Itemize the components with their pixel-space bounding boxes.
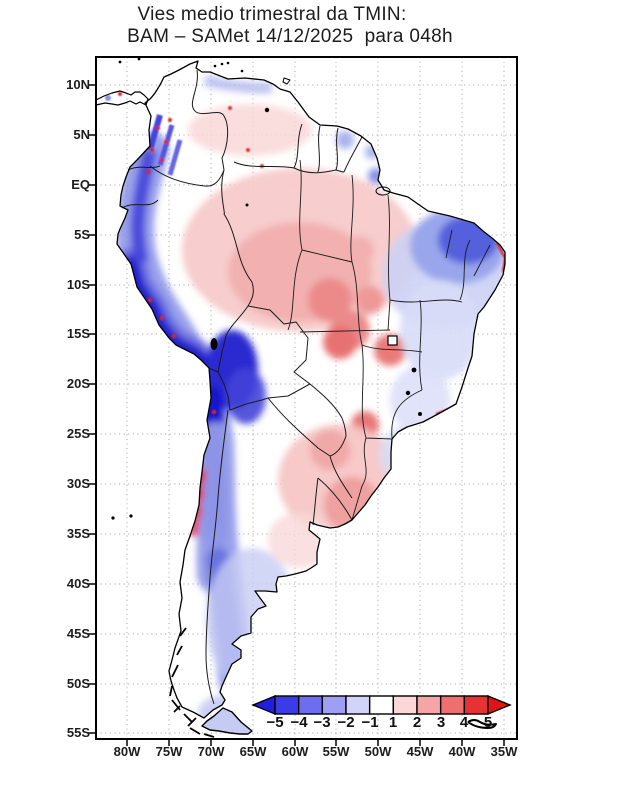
islands-and-lakes — [111, 57, 422, 520]
lat-axis-label: 35S — [66, 526, 90, 541]
lat-axis-label: 10S — [66, 277, 90, 292]
lon-axis-label: 65W — [239, 744, 267, 759]
bias-field — [115, 74, 505, 730]
colorbar-segment — [416, 695, 442, 715]
lon-axis-label: 35W — [490, 744, 518, 759]
colorbar-tick-label: −4 — [290, 714, 308, 731]
colorbar-left-arrow — [251, 694, 276, 716]
lon-axis-label: 40W — [448, 744, 476, 759]
colorbar-segment — [392, 695, 418, 715]
page-subtitle: BAM – SAMet 14/12/2025 para 048h — [127, 26, 453, 47]
lat-axis-label: 30S — [66, 476, 90, 491]
colorbar-segment — [274, 695, 300, 715]
colorbar-tick-label: −1 — [361, 714, 379, 731]
country-borders — [121, 69, 491, 705]
colorbar-tick-label: −5 — [266, 714, 284, 731]
coastline — [95, 60, 506, 738]
lat-axis-label: 5N — [73, 127, 90, 142]
colorbar-tick-label: 2 — [412, 714, 422, 731]
lat-axis-label: 5S — [74, 227, 90, 242]
map-frame — [95, 56, 518, 740]
lat-axis-label: 55S — [66, 725, 90, 740]
axis-ticks — [88, 84, 505, 746]
colorbar-tick-label: 1 — [388, 714, 398, 731]
colorbar-tick-label: 5 — [483, 714, 493, 731]
lat-axis-label: 20S — [66, 376, 90, 391]
colorbar-tick-label: 4 — [459, 714, 469, 731]
lon-axis-label: 75W — [155, 744, 183, 759]
lat-axis-label: 25S — [66, 426, 90, 441]
lon-axis-label: 45W — [406, 744, 434, 759]
lat-axis-label: EQ — [71, 177, 90, 192]
colorbar-tick-label: 3 — [436, 714, 446, 731]
lat-axis-label: 10N — [66, 77, 90, 92]
colorbar-tick-label: −3 — [313, 714, 331, 731]
lat-axis-label: 50S — [66, 676, 90, 691]
lon-axis-label: 80W — [113, 744, 141, 759]
lat-axis-label: 40S — [66, 576, 90, 591]
colorbar-segment — [321, 695, 347, 715]
colorbar-tick-label: −2 — [337, 714, 355, 731]
lon-axis-label: 60W — [281, 744, 309, 759]
lon-axis-label: 55W — [322, 744, 350, 759]
colorbar — [251, 694, 512, 716]
colorbar-right-arrow — [487, 694, 512, 716]
colorbar-segment — [297, 695, 324, 715]
colorbar-segment — [368, 695, 395, 715]
lon-axis-label: 70W — [197, 744, 225, 759]
lat-axis-label: 45S — [66, 626, 90, 641]
colorbar-segment — [345, 695, 371, 715]
lat-axis-label: 15S — [66, 326, 90, 341]
colorbar-segment — [439, 695, 466, 715]
page-title: Vies medio trimestral da TMIN: — [137, 4, 407, 25]
colorbar-segment — [463, 695, 489, 715]
lon-axis-label: 50W — [364, 744, 392, 759]
